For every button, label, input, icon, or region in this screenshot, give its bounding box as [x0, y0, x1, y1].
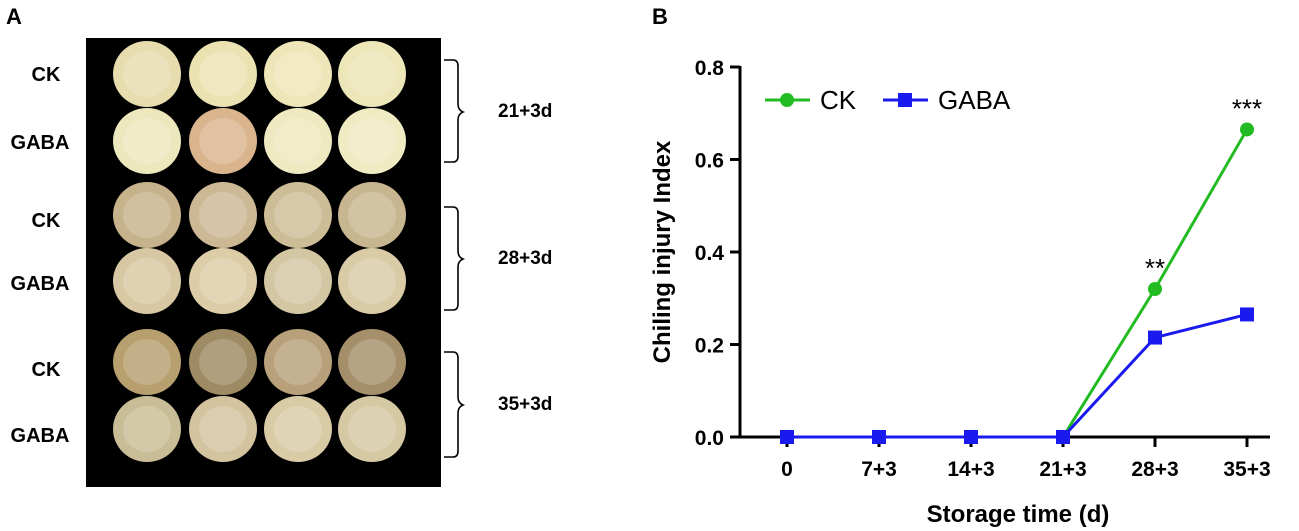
- x-tick-label: 14+3: [947, 458, 994, 481]
- legend-item-ck: CK: [765, 85, 857, 115]
- fruit-slice: [189, 108, 257, 174]
- point-gaba: [964, 430, 978, 444]
- fruit-grid: [113, 41, 406, 462]
- group-label-35: 35+3d: [498, 394, 553, 415]
- y-axis-label: Chiling injury Index: [649, 140, 676, 363]
- x-tick-label: 35+3: [1223, 458, 1270, 481]
- x-axis-label: Storage time (d): [927, 501, 1110, 528]
- fruit-slice: [113, 396, 181, 462]
- point-gaba: [872, 430, 886, 444]
- row-label-ck-3: CK: [31, 359, 61, 381]
- group-label-28: 28+3d: [498, 248, 553, 269]
- panel-a-letter: A: [6, 4, 22, 29]
- fruit-slice: [264, 396, 332, 462]
- bracket-35: [444, 351, 466, 458]
- row-label-gaba-2: GABA: [10, 273, 70, 295]
- point-ck: [1240, 122, 1254, 137]
- fruit-photo: [86, 38, 441, 487]
- fruit-slice: [338, 396, 406, 462]
- point-gaba: [1056, 430, 1070, 444]
- fruit-slice: [338, 248, 406, 314]
- fruit-slice: [189, 182, 257, 248]
- x-tick-label: 0: [781, 458, 793, 481]
- legend-label: GABA: [938, 85, 1011, 115]
- point-gaba: [1148, 330, 1162, 345]
- y-tick-label: 0.6: [695, 150, 724, 173]
- y-tick-label: 0.0: [695, 427, 724, 450]
- fruit-slice: [338, 329, 406, 395]
- legend-label: CK: [820, 85, 857, 115]
- fruit-slice: [189, 396, 257, 462]
- fruit-slice: [113, 248, 181, 314]
- fruit-slice: [264, 248, 332, 314]
- significance-label: ***: [1232, 93, 1262, 123]
- point-gaba: [780, 430, 794, 444]
- bracket-28: [444, 206, 466, 311]
- point-gaba: [1240, 307, 1254, 322]
- y-tick-label: 0.4: [695, 242, 725, 265]
- fruit-slice: [264, 182, 332, 248]
- fruit-slice: [113, 41, 181, 107]
- row-label-ck-2: CK: [31, 210, 61, 232]
- significance-label: **: [1145, 253, 1165, 283]
- row-label-ck-1: CK: [31, 64, 61, 86]
- x-tick-label: 21+3: [1039, 458, 1086, 481]
- fruit-slice: [264, 41, 332, 107]
- fruit-slice: [338, 182, 406, 248]
- fruit-slice: [113, 329, 181, 395]
- fruit-slice: [113, 182, 181, 248]
- row-label-gaba-3: GABA: [10, 425, 70, 447]
- fruit-slice: [338, 108, 406, 174]
- y-tick-label: 0.8: [695, 57, 725, 80]
- panel-b-letter: B: [652, 4, 668, 29]
- x-tick-label: 28+3: [1131, 458, 1178, 481]
- fruit-slice: [264, 329, 332, 395]
- fruit-slice: [113, 108, 181, 174]
- series-line-ck: [787, 128, 1249, 439]
- point-ck: [1148, 282, 1162, 296]
- row-label-gaba-1: GABA: [10, 132, 70, 154]
- y-tick-label: 0.2: [695, 335, 724, 358]
- fruit-slice: [264, 108, 332, 174]
- bracket-21: [444, 59, 466, 163]
- legend: CK GABA: [765, 85, 1011, 115]
- x-tick-label: 7+3: [861, 458, 897, 481]
- series-line-gaba: [787, 312, 1248, 439]
- legend-item-gaba: GABA: [883, 85, 1011, 115]
- fruit-slice: [189, 329, 257, 395]
- fruit-slice: [189, 41, 257, 107]
- fruit-slice: [189, 248, 257, 314]
- fruit-slice: [338, 41, 406, 107]
- group-label-21: 21+3d: [498, 101, 553, 122]
